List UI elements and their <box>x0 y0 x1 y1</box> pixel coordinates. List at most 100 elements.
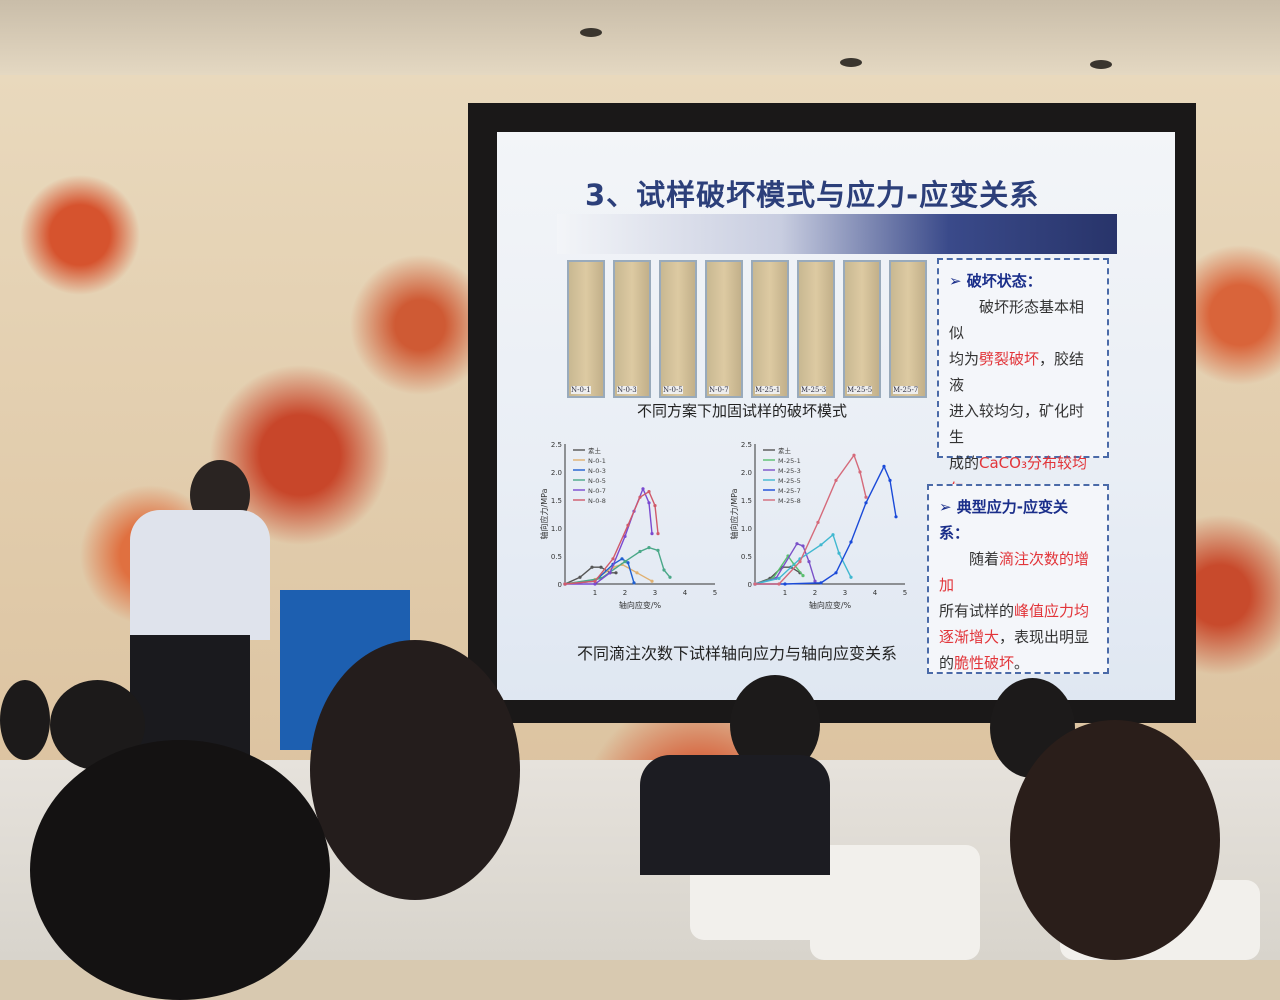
specimen-label: N-0-3 <box>617 386 637 394</box>
specimen-photo: N-0-3 <box>613 260 651 398</box>
data-point <box>849 540 853 544</box>
x-tick-label: 1 <box>593 589 597 597</box>
specimen-label: M-25-1 <box>755 386 781 394</box>
data-point <box>813 579 817 583</box>
specimen-label: N-0-5 <box>663 386 683 394</box>
box-text: 随着滴注次数的增加 <box>939 550 1090 594</box>
legend-label: 素土 <box>778 446 792 455</box>
presentation-slide: 3、试样破坏模式与应力-应变关系 N-0-1 N-0-3 N-0-5 N-0-7… <box>497 132 1175 700</box>
data-point <box>882 464 886 468</box>
data-point <box>650 532 654 536</box>
y-tick-label: 0 <box>558 581 562 589</box>
box-text: 所有试样的峰值应力均 <box>939 602 1090 620</box>
legend-label: N-0-1 <box>588 457 606 465</box>
box-heading: ➢ 典型应力-应变关系： <box>939 498 1069 542</box>
data-point <box>599 565 603 569</box>
series-line <box>564 490 659 585</box>
ceiling-light <box>580 28 602 37</box>
box-text: 均为劈裂破坏，胶结液 <box>949 350 1085 394</box>
data-point <box>819 581 823 585</box>
box-text: 的脆性破坏。 <box>939 654 1030 672</box>
data-point <box>650 579 654 583</box>
data-point <box>662 568 666 572</box>
data-point <box>626 561 630 565</box>
specimen-photo: N-0-7 <box>705 260 743 398</box>
data-point <box>834 478 838 482</box>
series-line <box>565 486 653 585</box>
data-point <box>656 548 660 552</box>
legend-label: N-0-7 <box>588 487 606 495</box>
x-axis-label: 轴向应变/% <box>619 600 662 610</box>
data-point <box>632 581 636 585</box>
audience-head <box>310 640 520 900</box>
ceiling-light <box>1090 60 1112 69</box>
mountain-banner <box>557 214 1117 254</box>
photo-caption: 不同方案下加固试样的破坏模式 <box>637 402 848 420</box>
ceiling-light <box>840 58 862 67</box>
series-line <box>564 546 671 585</box>
x-tick-label: 1 <box>783 589 787 597</box>
x-tick-label: 3 <box>653 589 657 597</box>
data-point <box>647 546 651 550</box>
data-point <box>611 557 615 561</box>
specimen-label: M-25-7 <box>893 386 919 394</box>
data-point <box>819 543 823 547</box>
data-point <box>668 575 672 579</box>
slide-title: 3、试样破坏模式与应力-应变关系 <box>585 178 1040 212</box>
box-text: 逐渐增大，表现出明显 <box>939 628 1090 646</box>
specimen-photo: M-25-7 <box>889 260 927 398</box>
data-point <box>638 549 642 554</box>
x-axis-label: 轴向应变/% <box>809 600 852 610</box>
stress-strain-chart-m: 1 2 3 4 5 0 0.5 1.0 1.5 2.0 2.5 轴向应变/% 轴向应力/MPa 素土 M-2… <box>729 441 907 610</box>
stress-strain-box: ➢ 典型应力-应变关系： 随着滴注次数的增加 所有试样的峰值应力均 逐渐增大，表… <box>927 484 1109 674</box>
data-point <box>638 495 642 499</box>
x-tick-label: 2 <box>813 589 817 597</box>
series-line <box>755 464 897 585</box>
y-tick-label: 2.0 <box>551 469 562 477</box>
specimen-photo: N-0-1 <box>567 260 605 398</box>
data-point <box>777 582 781 586</box>
specimen-photo: M-25-5 <box>843 260 881 398</box>
x-tick-label: 5 <box>903 589 907 597</box>
x-tick-label: 2 <box>623 589 627 597</box>
data-point <box>849 575 853 579</box>
specimen-label: M-25-5 <box>847 386 873 394</box>
data-point <box>831 533 835 537</box>
x-tick-label: 4 <box>683 589 688 597</box>
data-point <box>635 571 639 575</box>
y-tick-label: 1.0 <box>551 525 562 533</box>
y-tick-label: 2.5 <box>551 441 562 449</box>
legend-label: M-25-3 <box>778 467 801 475</box>
y-tick-label: 0.5 <box>551 553 562 561</box>
specimen-photo: M-25-1 <box>751 260 789 398</box>
specimen-photo: M-25-3 <box>797 260 835 398</box>
chair <box>810 845 980 960</box>
data-point <box>888 478 892 482</box>
legend-label: 素土 <box>588 446 602 455</box>
audience-suit <box>640 755 830 875</box>
specimen-label: N-0-1 <box>571 386 591 394</box>
y-tick-label: 1.5 <box>551 497 562 505</box>
y-tick-label: 1.5 <box>741 497 752 505</box>
data-point <box>641 487 645 491</box>
data-point <box>807 560 811 564</box>
specimen-photos: N-0-1 N-0-3 N-0-5 N-0-7 M-25-1 M-25-3 M-… <box>567 260 927 398</box>
data-point <box>801 544 805 548</box>
specimen-label: M-25-3 <box>801 386 827 394</box>
speaker-trousers <box>130 635 250 755</box>
data-point <box>620 557 624 561</box>
audience-head <box>0 680 50 760</box>
specimen-photo: N-0-5 <box>659 260 697 398</box>
legend-label: M-25-5 <box>778 477 801 485</box>
data-point <box>864 501 868 505</box>
speaker-body <box>130 510 270 640</box>
y-tick-label: 2.5 <box>741 441 752 449</box>
data-point <box>563 582 567 586</box>
data-point <box>614 571 618 575</box>
legend-label: M-25-1 <box>778 457 801 465</box>
y-tick-label: 1.0 <box>741 525 752 533</box>
legend-label: N-0-5 <box>588 477 606 485</box>
stress-strain-chart-n: 1 2 3 4 5 0 0.5 1.0 1.5 2.0 2.5 轴向应变/% 轴向应力/MPa 素土 N-0… <box>539 441 717 610</box>
chart-caption: 不同滴注次数下试样轴向应力与轴向应变关系 <box>577 644 898 663</box>
legend-label: N-0-3 <box>588 467 606 475</box>
